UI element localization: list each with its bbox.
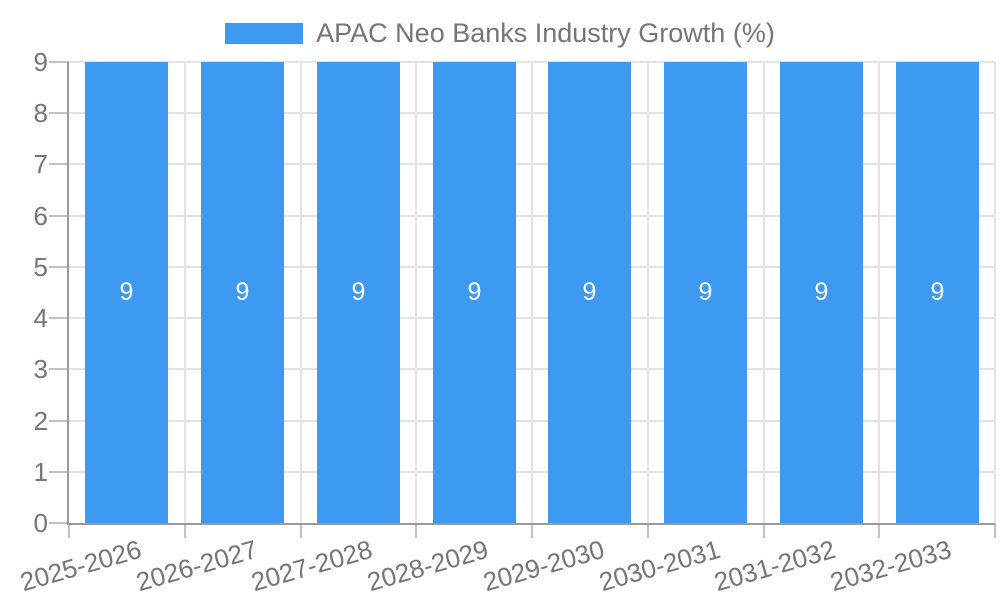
y-tick (49, 317, 69, 319)
bar[interactable]: 9 (317, 62, 400, 523)
y-tick (49, 471, 69, 473)
legend-item[interactable]: APAC Neo Banks Industry Growth (%) (225, 18, 775, 49)
y-tick (49, 368, 69, 370)
x-axis-label: 2028-2029 (363, 534, 492, 598)
y-axis-label: 6 (33, 201, 48, 231)
bar-value-label: 9 (351, 278, 366, 306)
bar[interactable]: 9 (433, 62, 516, 523)
y-tick (49, 61, 69, 63)
x-axis-label: 2032-2033 (826, 534, 955, 598)
x-axis-label: 2030-2031 (595, 534, 724, 598)
bar[interactable]: 9 (664, 62, 747, 523)
bar-value-label: 9 (235, 278, 250, 306)
y-axis-line (67, 62, 69, 525)
y-tick (49, 163, 69, 165)
bar[interactable]: 9 (201, 62, 284, 523)
x-tick (763, 523, 765, 538)
bar-value-label: 9 (119, 278, 134, 306)
bar[interactable]: 9 (780, 62, 863, 523)
x-tick (647, 523, 649, 538)
x-axis-line (67, 523, 995, 525)
gridline-vertical (878, 62, 880, 523)
x-tick (531, 523, 533, 538)
x-tick (878, 523, 880, 538)
x-axis-label: 2031-2032 (710, 534, 839, 598)
y-axis-label: 9 (33, 47, 48, 77)
gridline-vertical (647, 62, 649, 523)
gridline-vertical (300, 62, 302, 523)
legend-label: APAC Neo Banks Industry Growth (%) (316, 18, 775, 48)
x-axis-label: 2029-2030 (479, 534, 608, 598)
legend-swatch-icon (225, 23, 304, 44)
y-axis-label: 3 (33, 354, 48, 384)
y-axis-label: 8 (33, 98, 48, 128)
bar[interactable]: 9 (548, 62, 631, 523)
bar-value-label: 9 (698, 278, 713, 306)
bar[interactable]: 9 (896, 62, 979, 523)
legend: APAC Neo Banks Industry Growth (%) (0, 18, 1000, 49)
y-axis-label: 7 (33, 149, 48, 179)
gridline-vertical (994, 62, 996, 523)
y-tick (49, 112, 69, 114)
y-tick (49, 215, 69, 217)
y-axis-label: 5 (33, 252, 48, 282)
bar-value-label: 9 (930, 278, 945, 306)
x-tick (184, 523, 186, 538)
x-tick (994, 523, 996, 538)
y-axis-label: 2 (33, 406, 48, 436)
y-axis-label: 0 (33, 508, 48, 538)
x-tick (300, 523, 302, 538)
bar-value-label: 9 (814, 278, 829, 306)
y-tick (49, 420, 69, 422)
y-tick (49, 266, 69, 268)
bar-value-label: 9 (467, 278, 482, 306)
x-axis-label: 2026-2027 (132, 534, 261, 598)
gridline-vertical (415, 62, 417, 523)
x-tick (415, 523, 417, 538)
bar[interactable]: 9 (85, 62, 168, 523)
gridline-vertical (184, 62, 186, 523)
x-tick (68, 523, 70, 538)
y-axis-label: 4 (33, 303, 48, 333)
bar-value-label: 9 (582, 278, 597, 306)
x-axis-label: 2027-2028 (247, 534, 376, 598)
y-tick (49, 522, 69, 524)
y-axis-label: 1 (33, 457, 48, 487)
x-axis-label: 2025-2026 (16, 534, 145, 598)
gridline-vertical (531, 62, 533, 523)
gridline-vertical (763, 62, 765, 523)
